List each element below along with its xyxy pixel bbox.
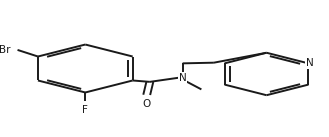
Text: O: O: [142, 99, 151, 109]
Text: Br: Br: [0, 45, 10, 55]
Text: N: N: [306, 58, 313, 68]
Text: N: N: [179, 73, 187, 83]
Text: F: F: [82, 105, 88, 115]
